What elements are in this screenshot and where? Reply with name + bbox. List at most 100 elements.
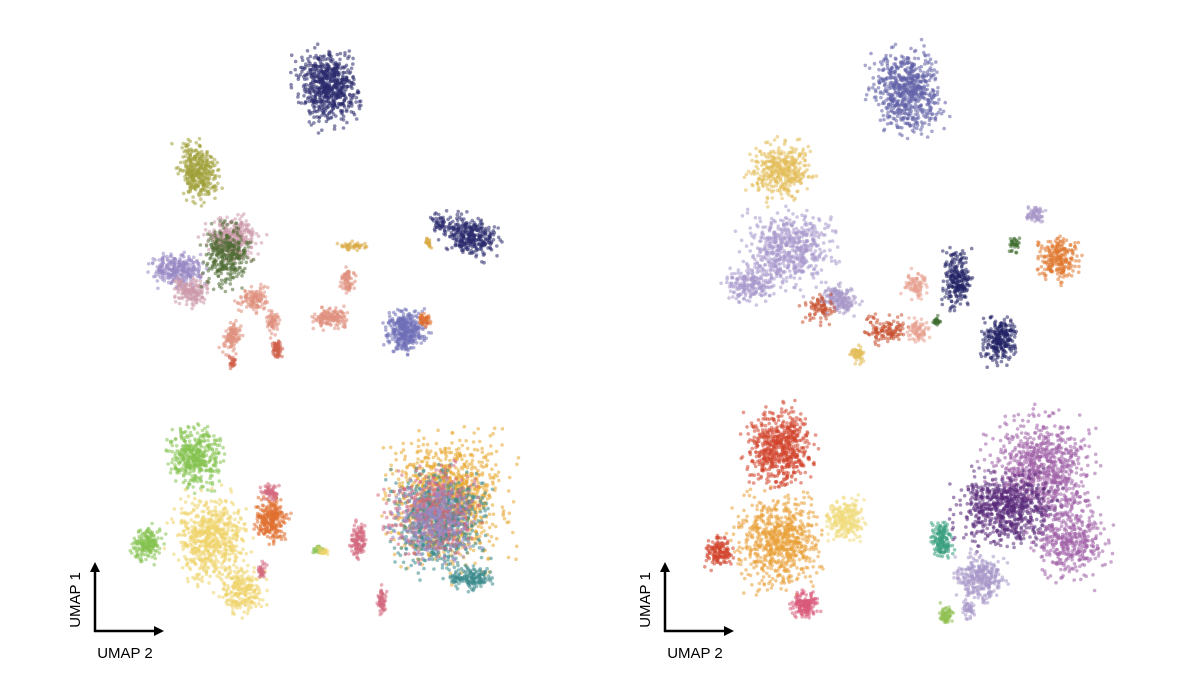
scatter-point <box>309 123 314 127</box>
scatter-point <box>224 600 229 605</box>
scatter-point <box>465 210 469 214</box>
scatter-point <box>218 219 222 223</box>
scatter-point <box>476 242 481 247</box>
scatter-point <box>480 260 484 264</box>
scatter-point <box>195 513 199 517</box>
scatter-point <box>262 306 267 310</box>
scatter-point <box>410 326 415 330</box>
scatter-point <box>147 548 152 553</box>
scatter-point <box>230 522 235 527</box>
scatter-point <box>479 222 484 226</box>
scatter-point <box>157 529 162 533</box>
scatter-point <box>207 468 211 472</box>
scatter-point <box>458 224 463 228</box>
scatter-point <box>331 314 335 319</box>
scatter-point <box>385 335 390 340</box>
scatter-point <box>181 438 186 442</box>
scatter-point <box>185 179 190 183</box>
scatter-point <box>181 480 186 485</box>
scatter-point <box>332 310 337 315</box>
scatter-point <box>312 108 317 113</box>
scatter-point <box>339 280 343 285</box>
scatter-point <box>293 59 298 64</box>
scatter-point <box>354 100 358 104</box>
scatter-point <box>425 321 430 325</box>
scatter-point <box>437 226 442 231</box>
scatter-point <box>173 451 178 456</box>
scatter-point <box>194 140 199 145</box>
scatter-point <box>358 243 363 248</box>
scatter-point <box>322 95 327 99</box>
scatter-point <box>195 292 200 297</box>
scatter-point <box>232 331 237 335</box>
scatter-point <box>204 543 208 547</box>
scatter-point <box>342 321 346 326</box>
scatter-point <box>198 441 203 445</box>
scatter-point <box>193 298 197 302</box>
scatter-point <box>201 529 206 533</box>
scatter-point <box>438 216 443 221</box>
scatter-point <box>222 558 227 563</box>
scatter-point <box>134 550 139 554</box>
scatter-point <box>251 296 256 301</box>
scatter-point <box>198 243 203 247</box>
scatter-point <box>316 71 321 75</box>
scatter-point <box>191 485 195 489</box>
scatter-point <box>188 442 192 447</box>
scatter-point <box>224 575 229 579</box>
scatter-point <box>198 552 202 556</box>
scatter-point <box>387 310 392 315</box>
scatter-point <box>208 554 213 558</box>
scatter-point <box>146 554 151 558</box>
scatter-point <box>312 316 317 320</box>
cluster-0-points <box>428 211 450 233</box>
scatter-point <box>332 127 337 131</box>
scatter-point <box>228 325 233 330</box>
scatter-point <box>324 106 329 110</box>
scatter-point <box>261 598 265 602</box>
scatter-point <box>218 436 222 441</box>
scatter-point <box>398 337 402 341</box>
scatter-point <box>474 253 479 257</box>
scatter-point <box>352 286 357 291</box>
scatter-point <box>183 520 187 525</box>
scatter-point <box>308 68 313 72</box>
scatter-point <box>177 283 182 288</box>
scatter-point <box>189 510 194 515</box>
scatter-point <box>413 309 418 313</box>
scatter-point <box>252 565 256 570</box>
scatter-point <box>185 561 190 566</box>
scatter-point <box>246 587 251 592</box>
scatter-point <box>223 344 228 348</box>
scatter-point <box>241 539 246 543</box>
scatter-point <box>218 510 222 514</box>
scatter-point <box>228 320 233 325</box>
scatter-point <box>241 300 245 304</box>
scatter-point <box>221 459 226 463</box>
scatter-point <box>331 91 336 96</box>
scatter-point <box>216 274 221 278</box>
scatter-point <box>144 557 148 562</box>
scatter-point <box>201 451 206 456</box>
scatter-point <box>233 299 237 303</box>
scatter-point <box>200 290 204 295</box>
scatter-point <box>198 172 202 176</box>
scatter-point <box>348 283 352 287</box>
scatter-point <box>341 70 345 75</box>
scatter-point <box>316 131 321 135</box>
scatter-point <box>165 263 170 267</box>
scatter-point <box>231 355 235 360</box>
scatter-point <box>465 222 469 227</box>
scatter-point <box>404 346 408 351</box>
scatter-point <box>215 443 220 448</box>
scatter-point <box>259 282 263 287</box>
scatter-point <box>202 232 206 237</box>
scatter-point <box>339 80 344 85</box>
scatter-point <box>464 226 468 231</box>
scatter-point <box>214 447 219 452</box>
scatter-point <box>347 79 351 83</box>
scatter-point <box>274 315 279 319</box>
scatter-point <box>236 337 240 342</box>
scatter-point <box>198 252 203 257</box>
cluster-8-points <box>335 239 369 252</box>
